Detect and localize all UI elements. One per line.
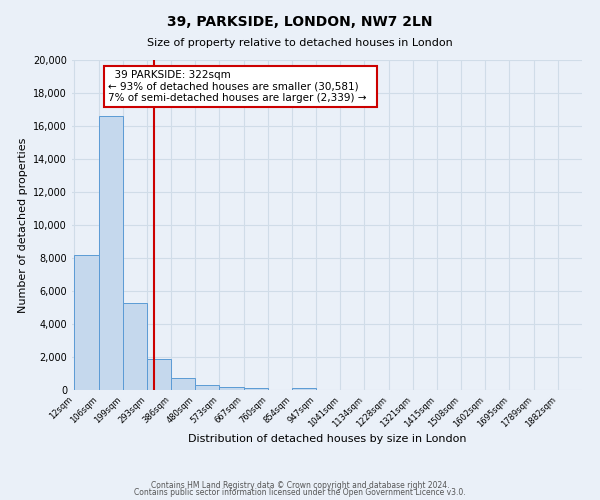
Bar xyxy=(147,360,171,390)
Bar xyxy=(171,378,195,390)
Y-axis label: Number of detached properties: Number of detached properties xyxy=(18,138,28,312)
Text: Contains public sector information licensed under the Open Government Licence v3: Contains public sector information licen… xyxy=(134,488,466,497)
X-axis label: Distribution of detached houses by size in London: Distribution of detached houses by size … xyxy=(188,434,466,444)
Bar xyxy=(74,254,98,390)
Bar xyxy=(220,387,244,390)
Text: 39 PARKSIDE: 322sqm
← 93% of detached houses are smaller (30,581)
7% of semi-det: 39 PARKSIDE: 322sqm ← 93% of detached ho… xyxy=(108,70,373,103)
Text: Size of property relative to detached houses in London: Size of property relative to detached ho… xyxy=(147,38,453,48)
Text: 39, PARKSIDE, LONDON, NW7 2LN: 39, PARKSIDE, LONDON, NW7 2LN xyxy=(167,15,433,29)
Bar xyxy=(244,388,268,390)
Bar xyxy=(195,386,220,390)
Bar xyxy=(123,302,147,390)
Text: Contains HM Land Registry data © Crown copyright and database right 2024.: Contains HM Land Registry data © Crown c… xyxy=(151,480,449,490)
Bar xyxy=(98,116,123,390)
Bar xyxy=(292,388,316,390)
